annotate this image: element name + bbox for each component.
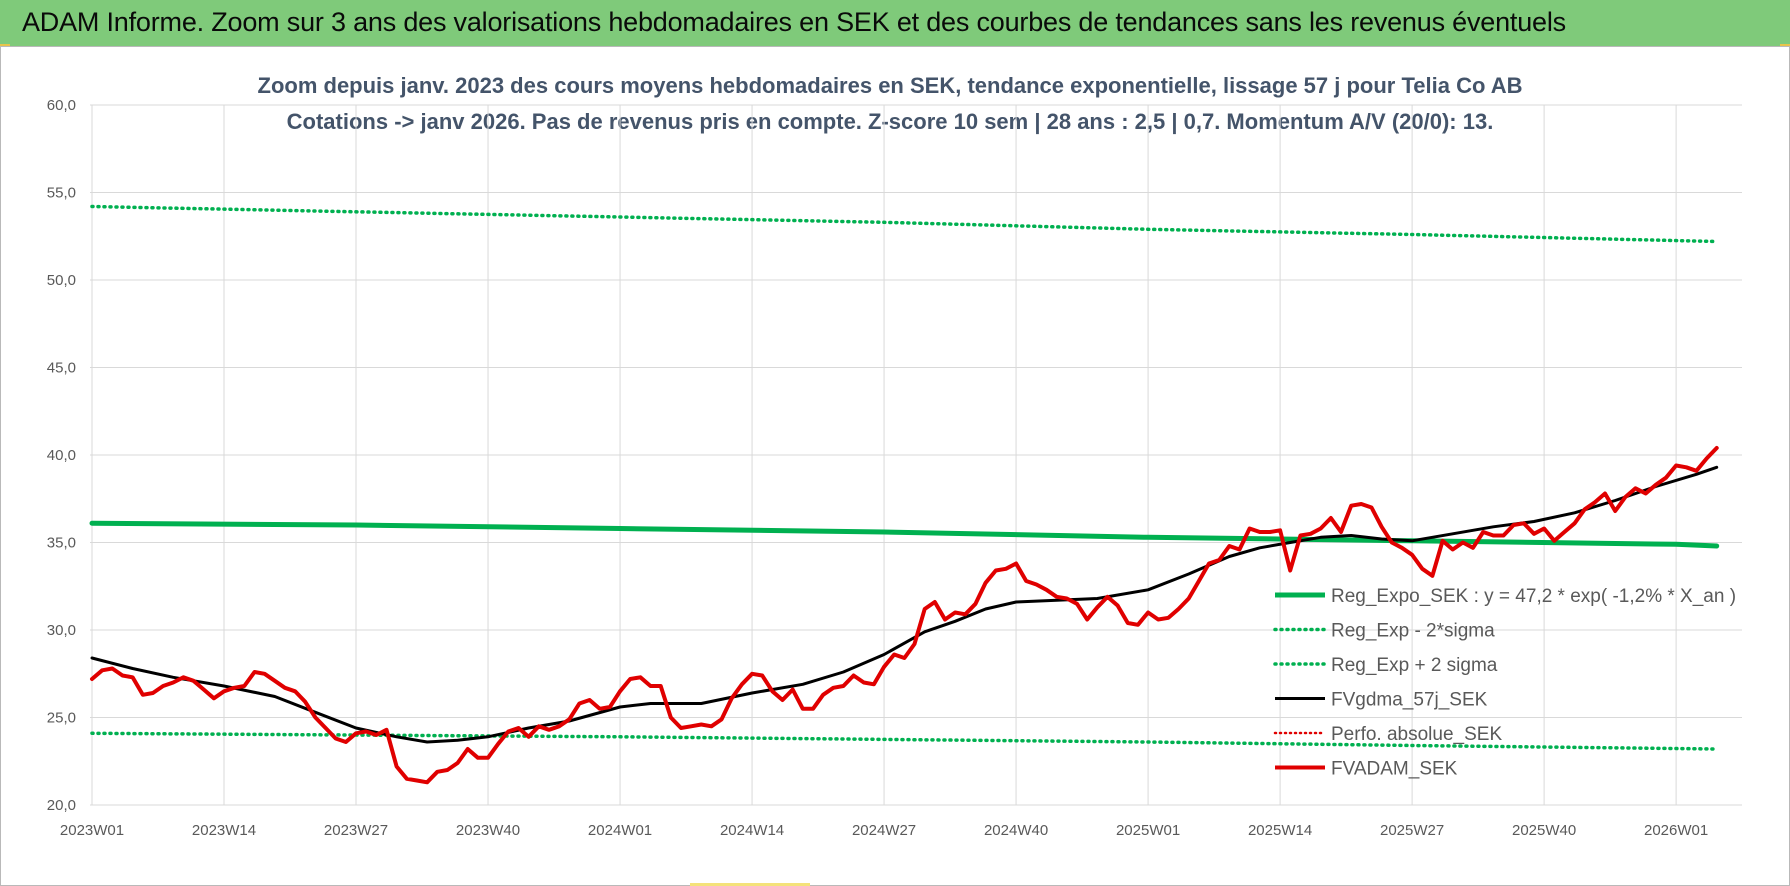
- x-tick-label: 2025W40: [1512, 822, 1576, 839]
- legend-label-perfo: Perfo. absolue_SEK: [1331, 724, 1502, 745]
- corner-accent-left: [0, 44, 10, 47]
- legend-label-trend: Reg_Expo_SEK : y = 47,2 * exp( -1,2% * X…: [1331, 586, 1736, 607]
- y-tick-label: 20,0: [47, 797, 76, 814]
- legend-label-smooth: FVgdma_57j_SEK: [1331, 690, 1488, 711]
- series-line-price: [90, 446, 1719, 785]
- y-tick-label: 50,0: [47, 272, 76, 289]
- report-title: ADAM Informe. Zoom sur 3 ans des valoris…: [22, 7, 1566, 37]
- x-tick-label: 2023W27: [324, 822, 388, 839]
- x-tick-label: 2024W14: [720, 822, 784, 839]
- series-line-upper: [90, 204, 1719, 244]
- legend-label-price: FVADAM_SEK: [1331, 759, 1458, 780]
- y-tick-label: 45,0: [47, 360, 76, 377]
- series-line-trend: [89, 520, 1720, 549]
- y-tick-label: 60,0: [47, 97, 76, 114]
- x-tick-label: 2023W14: [192, 822, 256, 839]
- chart-subtitle-line2: Cotations -> janv 2026. Pas de revenus p…: [287, 109, 1494, 134]
- y-tick-label: 55,0: [47, 185, 76, 202]
- y-tick-label: 30,0: [47, 622, 76, 639]
- series-line-smooth: [90, 465, 1719, 744]
- report-banner: ADAM Informe. Zoom sur 3 ans des valoris…: [0, 0, 1790, 47]
- x-tick-label: 2023W40: [456, 822, 520, 839]
- y-tick-label: 40,0: [47, 447, 76, 464]
- y-tick-label: 35,0: [47, 535, 76, 552]
- x-tick-label: 2025W27: [1380, 822, 1444, 839]
- series-line-lower: [90, 731, 1719, 751]
- corner-accent-right: [1780, 44, 1790, 47]
- x-tick-label: 2025W14: [1248, 822, 1312, 839]
- x-tick-label: 2025W01: [1116, 822, 1180, 839]
- legend-label-lower: Reg_Exp - 2*sigma: [1331, 621, 1495, 642]
- x-tick-label: 2024W01: [588, 822, 652, 839]
- legend-label-upper: Reg_Exp + 2 sigma: [1331, 655, 1498, 676]
- chart-subtitle-line1: Zoom depuis janv. 2023 des cours moyens …: [258, 73, 1523, 98]
- x-tick-label: 2026W01: [1644, 822, 1708, 839]
- x-tick-label: 2024W40: [984, 822, 1048, 839]
- bottom-accent: [690, 883, 810, 886]
- x-tick-label: 2023W01: [60, 822, 124, 839]
- x-tick-label: 2024W27: [852, 822, 916, 839]
- y-tick-label: 25,0: [47, 710, 76, 727]
